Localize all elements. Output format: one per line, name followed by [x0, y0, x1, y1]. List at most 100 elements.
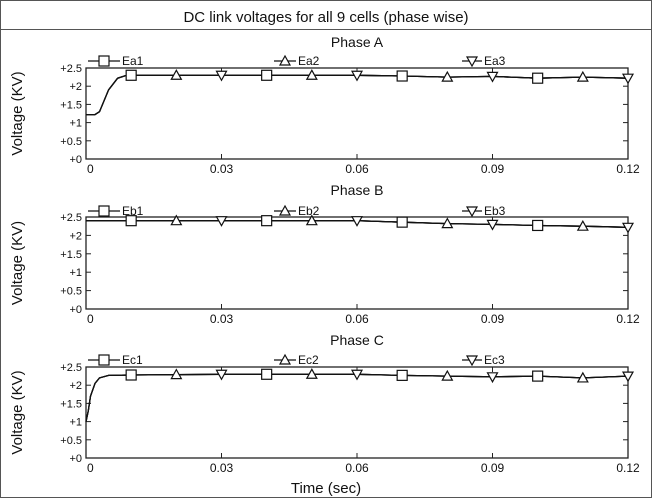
panel-1: Phase A Voltage (KV) +0 +0.5 +1 +1.5 +2 +2.5 0 0.…	[9, 34, 640, 176]
marker-Ea3	[350, 70, 364, 82]
x-axis-label: Time (sec)	[291, 480, 361, 497]
x-tick-label: 0.09	[481, 162, 505, 176]
y-tick-label: +2	[69, 380, 82, 392]
marker-Ea2	[305, 69, 318, 80]
y-tick-label: +1	[69, 417, 82, 429]
legend-label: Ea3	[484, 54, 506, 68]
y-tick-label: +1.5	[60, 249, 82, 261]
marker-Ea3	[486, 71, 499, 83]
marker-Ec3	[621, 371, 635, 383]
marker-Eb3	[621, 222, 635, 234]
marker-Ea2	[441, 70, 454, 82]
legend-marker-Ec1	[98, 354, 110, 366]
marker-Ea1	[125, 69, 137, 81]
marker-Ec2	[441, 369, 454, 381]
legend-entry-Eb3: Eb3	[462, 204, 506, 218]
y-axis-label: Voltage (KV)	[9, 370, 26, 454]
legend-marker-Eb1	[98, 205, 110, 217]
y-axis-label: Voltage (KV)	[9, 221, 26, 305]
marker-Eb2	[170, 214, 183, 226]
marker-Eb1	[396, 216, 408, 228]
legend-entry-Eb2: Eb2	[274, 204, 320, 218]
legend-marker-Ea2	[278, 54, 292, 66]
y-tick-label: +1	[69, 267, 82, 279]
legend-entry-Eb1: Eb1	[88, 204, 144, 218]
legend-marker-Ea3	[465, 56, 479, 68]
x-tick-label: 0.03	[210, 312, 234, 326]
legend-label: Eb2	[298, 204, 320, 218]
marker-Ec2	[305, 368, 318, 379]
marker-Eb3	[486, 219, 499, 231]
y-tick-label: +0.5	[60, 286, 82, 298]
marker-Eb2	[576, 219, 589, 231]
panel-title: Phase A	[331, 34, 384, 50]
marker-Ec1	[396, 369, 408, 381]
x-tick-label: 0.09	[481, 312, 505, 326]
legend-label: Eb3	[484, 204, 506, 218]
marker-Ec1	[261, 368, 273, 380]
legend-label: Ec2	[298, 353, 319, 367]
marker-Ea2	[576, 70, 589, 82]
y-tick-label: +0	[69, 304, 82, 316]
marker-Ea3	[621, 73, 635, 85]
marker-Ec3	[486, 372, 499, 384]
panel-title: Phase B	[331, 182, 384, 198]
y-tick-label: +1.5	[60, 99, 82, 111]
x-tick-label: 0	[87, 312, 94, 326]
legend-entry-Ec2: Ec2	[274, 353, 319, 367]
y-axis-label: Voltage (KV)	[9, 71, 26, 155]
panel-2: Phase B Voltage (KV) +0 +0.5 +1 +1.5 +2 +2.5 0 0.…	[9, 182, 640, 326]
marker-Eb1	[261, 215, 273, 227]
figure-title: DC link voltages for all 9 cells (phase …	[183, 9, 468, 26]
legend-entry-Ec1: Ec1	[88, 353, 143, 367]
marker-Eb3	[350, 216, 364, 227]
legend-entry-Ec3: Ec3	[462, 353, 505, 367]
y-tick-label: +0.5	[60, 435, 82, 447]
marker-Eb2	[441, 217, 454, 229]
marker-Eb1	[125, 215, 137, 227]
y-tick-label: +2.5	[60, 212, 82, 224]
x-tick-label: 0.03	[210, 162, 234, 176]
x-tick-label: 0.09	[481, 461, 505, 475]
marker-Eb2	[305, 214, 318, 226]
y-tick-label: +1.5	[60, 398, 82, 410]
marker-Eb1	[532, 219, 544, 232]
legend-entry-Ea2: Ea2	[274, 54, 320, 68]
x-tick-label: 0.06	[345, 461, 369, 475]
legend-label: Ea2	[298, 54, 320, 68]
y-tick-label: +0	[69, 453, 82, 465]
y-tick-label: +2	[69, 81, 82, 93]
legend-marker-Eb2	[278, 204, 292, 216]
marker-Ea1	[261, 69, 273, 81]
marker-Ec1	[532, 370, 544, 382]
y-tick-label: +2	[69, 230, 82, 242]
y-tick-label: +2.5	[60, 362, 82, 374]
legend-label: Eb1	[122, 204, 144, 218]
y-tick-label: +2.5	[60, 63, 82, 75]
marker-Ec3	[350, 369, 364, 381]
legend-entry-Ea1: Ea1	[88, 54, 144, 68]
legend-marker-Ec2	[278, 353, 292, 365]
x-tick-label: 0	[87, 461, 94, 475]
x-tick-label: 0.06	[345, 312, 369, 326]
legend-label: Ea1	[122, 54, 144, 68]
x-tick-label: 0.06	[345, 162, 369, 176]
y-tick-label: +0.5	[60, 136, 82, 148]
marker-Ec2	[576, 371, 589, 383]
x-tick-label: 0.12	[616, 312, 640, 326]
y-tick-label: +1	[69, 118, 82, 130]
legend-marker-Ec3	[465, 355, 479, 367]
legend-label: Ec3	[484, 353, 505, 367]
legend-entry-Ea3: Ea3	[462, 54, 506, 68]
marker-Ec2	[170, 368, 183, 380]
marker-Ea1	[396, 70, 408, 82]
y-tick-label: +0	[69, 154, 82, 166]
marker-Ec1	[125, 369, 137, 381]
legend-marker-Ea1	[98, 55, 110, 67]
marker-Ea2	[170, 69, 183, 80]
x-tick-label: 0.12	[616, 461, 640, 475]
legend-label: Ec1	[122, 353, 143, 367]
x-tick-label: 0.12	[616, 162, 640, 176]
